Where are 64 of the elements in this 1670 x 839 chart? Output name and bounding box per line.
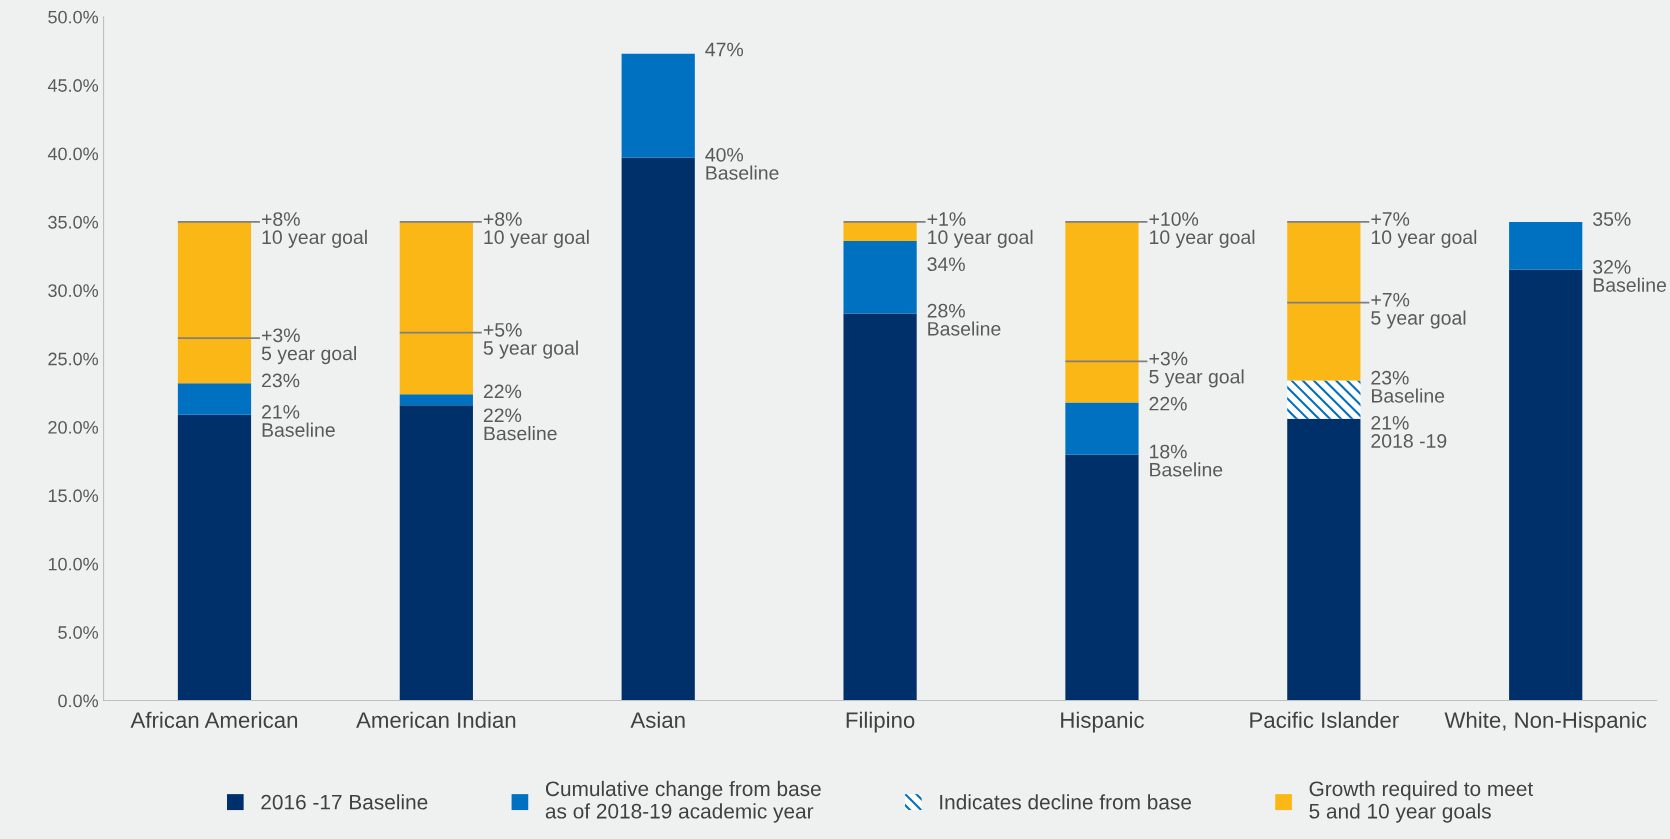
bar [843, 221, 917, 242]
annotation: 22% [483, 384, 522, 399]
legend-label: Cumulative change from base as of 2018-19 academic year [545, 780, 821, 823]
bar [1509, 221, 1583, 270]
annotation: 23% [262, 373, 300, 388]
annotation: 22% [1149, 396, 1187, 411]
bar [1065, 402, 1139, 455]
annotation: +3% 5 year goal [261, 328, 356, 365]
annotation: +10% 10 year goal [1149, 212, 1255, 248]
bar [621, 53, 695, 158]
bar [399, 405, 473, 701]
annotation: 23% Baseline [1371, 370, 1445, 403]
bar [1065, 454, 1139, 701]
y-tick-label: 40.0% [47, 147, 99, 161]
x-tick-label: Asian [630, 711, 685, 728]
legend-label: Indicates decline from base [940, 794, 1192, 810]
annotation: +7% 10 year goal [1371, 212, 1477, 248]
x-tick-label: American Indian [356, 711, 516, 728]
y-tick-label: 15.0% [48, 489, 99, 503]
bar [399, 332, 473, 395]
y-tick-label: 25.0% [48, 352, 99, 366]
annotation: 35% [1593, 212, 1631, 226]
y-tick-label: 10.0% [48, 557, 99, 571]
annotation: +8% 10 year goal [483, 212, 589, 248]
y-tick-label: 50.0% [48, 10, 99, 24]
x-tick-label: African American [130, 711, 298, 728]
annotation: 21% Baseline [262, 405, 335, 437]
bar [1287, 418, 1361, 701]
annotation: +3% 5 year goal [1149, 351, 1244, 388]
annotation: 34% [927, 257, 965, 272]
bar [1287, 380, 1361, 419]
bar [177, 414, 252, 701]
annotation: 47% [705, 42, 744, 57]
y-tick-label: 35.0% [48, 215, 99, 229]
y-tick-label: 20.0% [48, 420, 99, 434]
bar [843, 313, 917, 701]
bar [177, 221, 252, 339]
annotation: 28% Baseline [927, 303, 1001, 336]
bar [177, 383, 252, 415]
x-tick-label: Hispanic [1061, 711, 1144, 733]
bar [177, 338, 252, 384]
annotation: 21% 2018 -19 [1371, 415, 1447, 448]
annotation: 40% Baseline [705, 147, 779, 180]
annotation: 22% Baseline [483, 408, 557, 441]
x-tick-label: Filipino [846, 711, 915, 733]
bar [399, 394, 473, 406]
annotation: +7% 5 year goal [1371, 292, 1466, 329]
annotation: 32% Baseline [1593, 260, 1667, 292]
bar [1509, 269, 1583, 701]
x-tick-label: Pacific Islander [1250, 711, 1399, 728]
bar [621, 157, 695, 701]
annotation: +1% 10 year goal [927, 212, 1033, 248]
legend-label: 2016 -17 Baseline [261, 794, 428, 810]
bar [399, 221, 473, 333]
annotation: +5% 5 year goal [483, 323, 578, 359]
y-tick-label: 45.0% [47, 79, 99, 92]
y-tick-label: 5.0% [58, 626, 99, 639]
bar [843, 241, 917, 314]
y-tick-label: 30.0% [48, 284, 99, 298]
legend-label: Growth required to meet 5 and 10 year goals [1309, 780, 1534, 823]
x-tick-label: White, Non-Hispanic [1444, 711, 1647, 733]
annotation: +8% 10 year goal [262, 212, 367, 248]
y-tick-label: 0.0% [58, 694, 99, 708]
annotation: 18% Baseline [1150, 444, 1223, 477]
